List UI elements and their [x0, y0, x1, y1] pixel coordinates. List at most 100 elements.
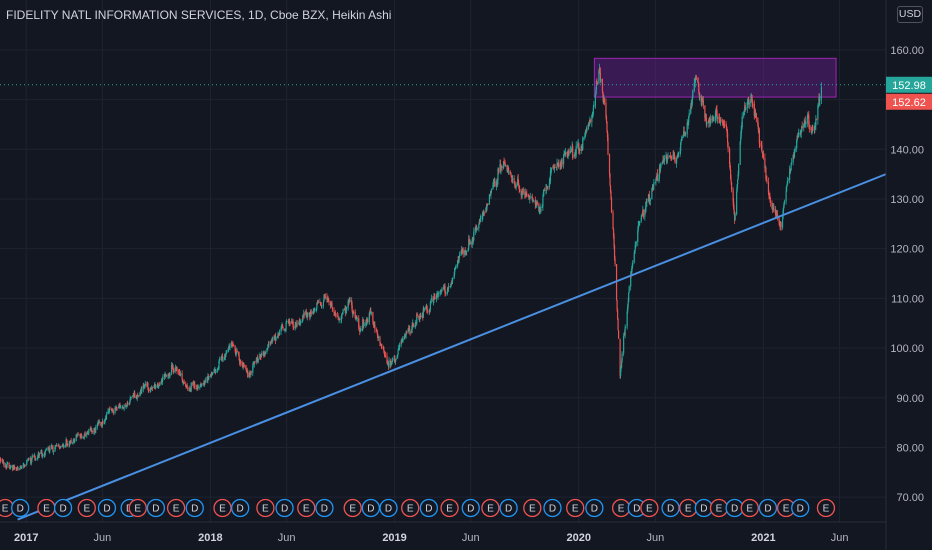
x-tick-label: Jun [278, 532, 296, 544]
candle-body [74, 441, 76, 443]
earnings-marker [566, 498, 585, 518]
y-tick-label: 100.00 [890, 343, 924, 355]
candle-body [610, 198, 613, 213]
candle-body [236, 351, 238, 353]
candle-body [70, 440, 72, 444]
candle-body [322, 301, 325, 306]
candle-body [24, 464, 26, 467]
candle-body [397, 348, 400, 350]
earnings-marker [740, 498, 759, 518]
candle-body [589, 119, 591, 123]
candle-body [285, 322, 287, 330]
candle-body [116, 407, 118, 409]
candle-body [83, 437, 85, 439]
candle-body [641, 213, 643, 216]
candle-body [208, 376, 210, 379]
candle-body [289, 321, 291, 324]
currency-button[interactable]: USD [897, 6, 923, 23]
candle-body [157, 386, 160, 387]
candle-body [728, 148, 731, 165]
candle-body [118, 404, 121, 406]
candle-body [248, 373, 250, 378]
candle-body [267, 344, 269, 349]
candle-body [390, 363, 392, 366]
candle-body [277, 333, 279, 338]
candle-body [673, 155, 676, 158]
candle-body [227, 348, 230, 350]
candle-body [365, 323, 367, 326]
candle-body [333, 310, 335, 313]
candle-body [123, 405, 125, 409]
event-marker-label: E [618, 504, 625, 515]
candle-body [88, 429, 90, 434]
candle-body [475, 228, 477, 230]
candle-body [243, 364, 245, 368]
candle-body [317, 301, 319, 304]
candle-body [457, 260, 459, 267]
candle-body [599, 72, 602, 81]
candle-body [700, 95, 702, 105]
candle-body [679, 151, 681, 153]
candle-body [172, 365, 174, 370]
candle-body [497, 168, 499, 181]
candle-body [663, 158, 666, 161]
candle-body [228, 347, 230, 349]
candle-body [653, 182, 655, 186]
candle-body [243, 363, 245, 365]
candle-body [54, 446, 56, 452]
candle-body [413, 326, 415, 327]
candle-body [625, 326, 627, 328]
candle-body [446, 288, 449, 293]
candle-body [697, 82, 699, 84]
candle-body [751, 98, 753, 104]
candle-body [596, 81, 598, 84]
candle-body [687, 122, 689, 125]
second-price-label: 152.62 [892, 97, 926, 109]
candle-body [566, 152, 568, 154]
candle-body [577, 144, 579, 146]
resistance-zone [593, 57, 837, 98]
candle-body [552, 166, 554, 169]
earnings-marker [481, 498, 500, 518]
candle-body [9, 466, 12, 468]
candle-body [44, 452, 46, 457]
candle-body [419, 318, 421, 320]
candle-body [103, 422, 106, 424]
candles-layer [0, 63, 823, 472]
event-marker-label: E [646, 504, 653, 515]
candle-body [194, 383, 196, 389]
candle-body [38, 453, 40, 456]
dividend-marker [11, 498, 30, 518]
candle-body [644, 209, 646, 217]
candle-body [699, 95, 701, 97]
candle-body [757, 125, 759, 130]
candle-body [404, 335, 406, 340]
candle-body [307, 313, 309, 316]
candle-body [252, 363, 254, 366]
candle-body [366, 319, 368, 321]
candle-body [562, 155, 565, 165]
candle-body [37, 455, 39, 459]
candle-body [721, 120, 724, 122]
event-marker-label: D [633, 504, 640, 515]
candle-body [529, 197, 531, 200]
candle-body [5, 465, 7, 468]
candle-body [691, 97, 693, 105]
candle-body [266, 348, 269, 349]
candle-body [283, 328, 286, 330]
candle-body [224, 356, 226, 358]
candle-body [510, 172, 512, 175]
candle-body [218, 361, 220, 369]
candle-body [527, 195, 529, 197]
candle-body [596, 83, 598, 84]
candle-body [506, 169, 509, 172]
earnings-marker [213, 498, 232, 518]
candle-body [592, 107, 594, 114]
candle-body [126, 403, 128, 407]
candle-body [660, 162, 662, 168]
candle-body [278, 331, 281, 336]
candle-body [96, 424, 98, 427]
candle-body [21, 466, 23, 469]
candle-body [642, 210, 644, 217]
